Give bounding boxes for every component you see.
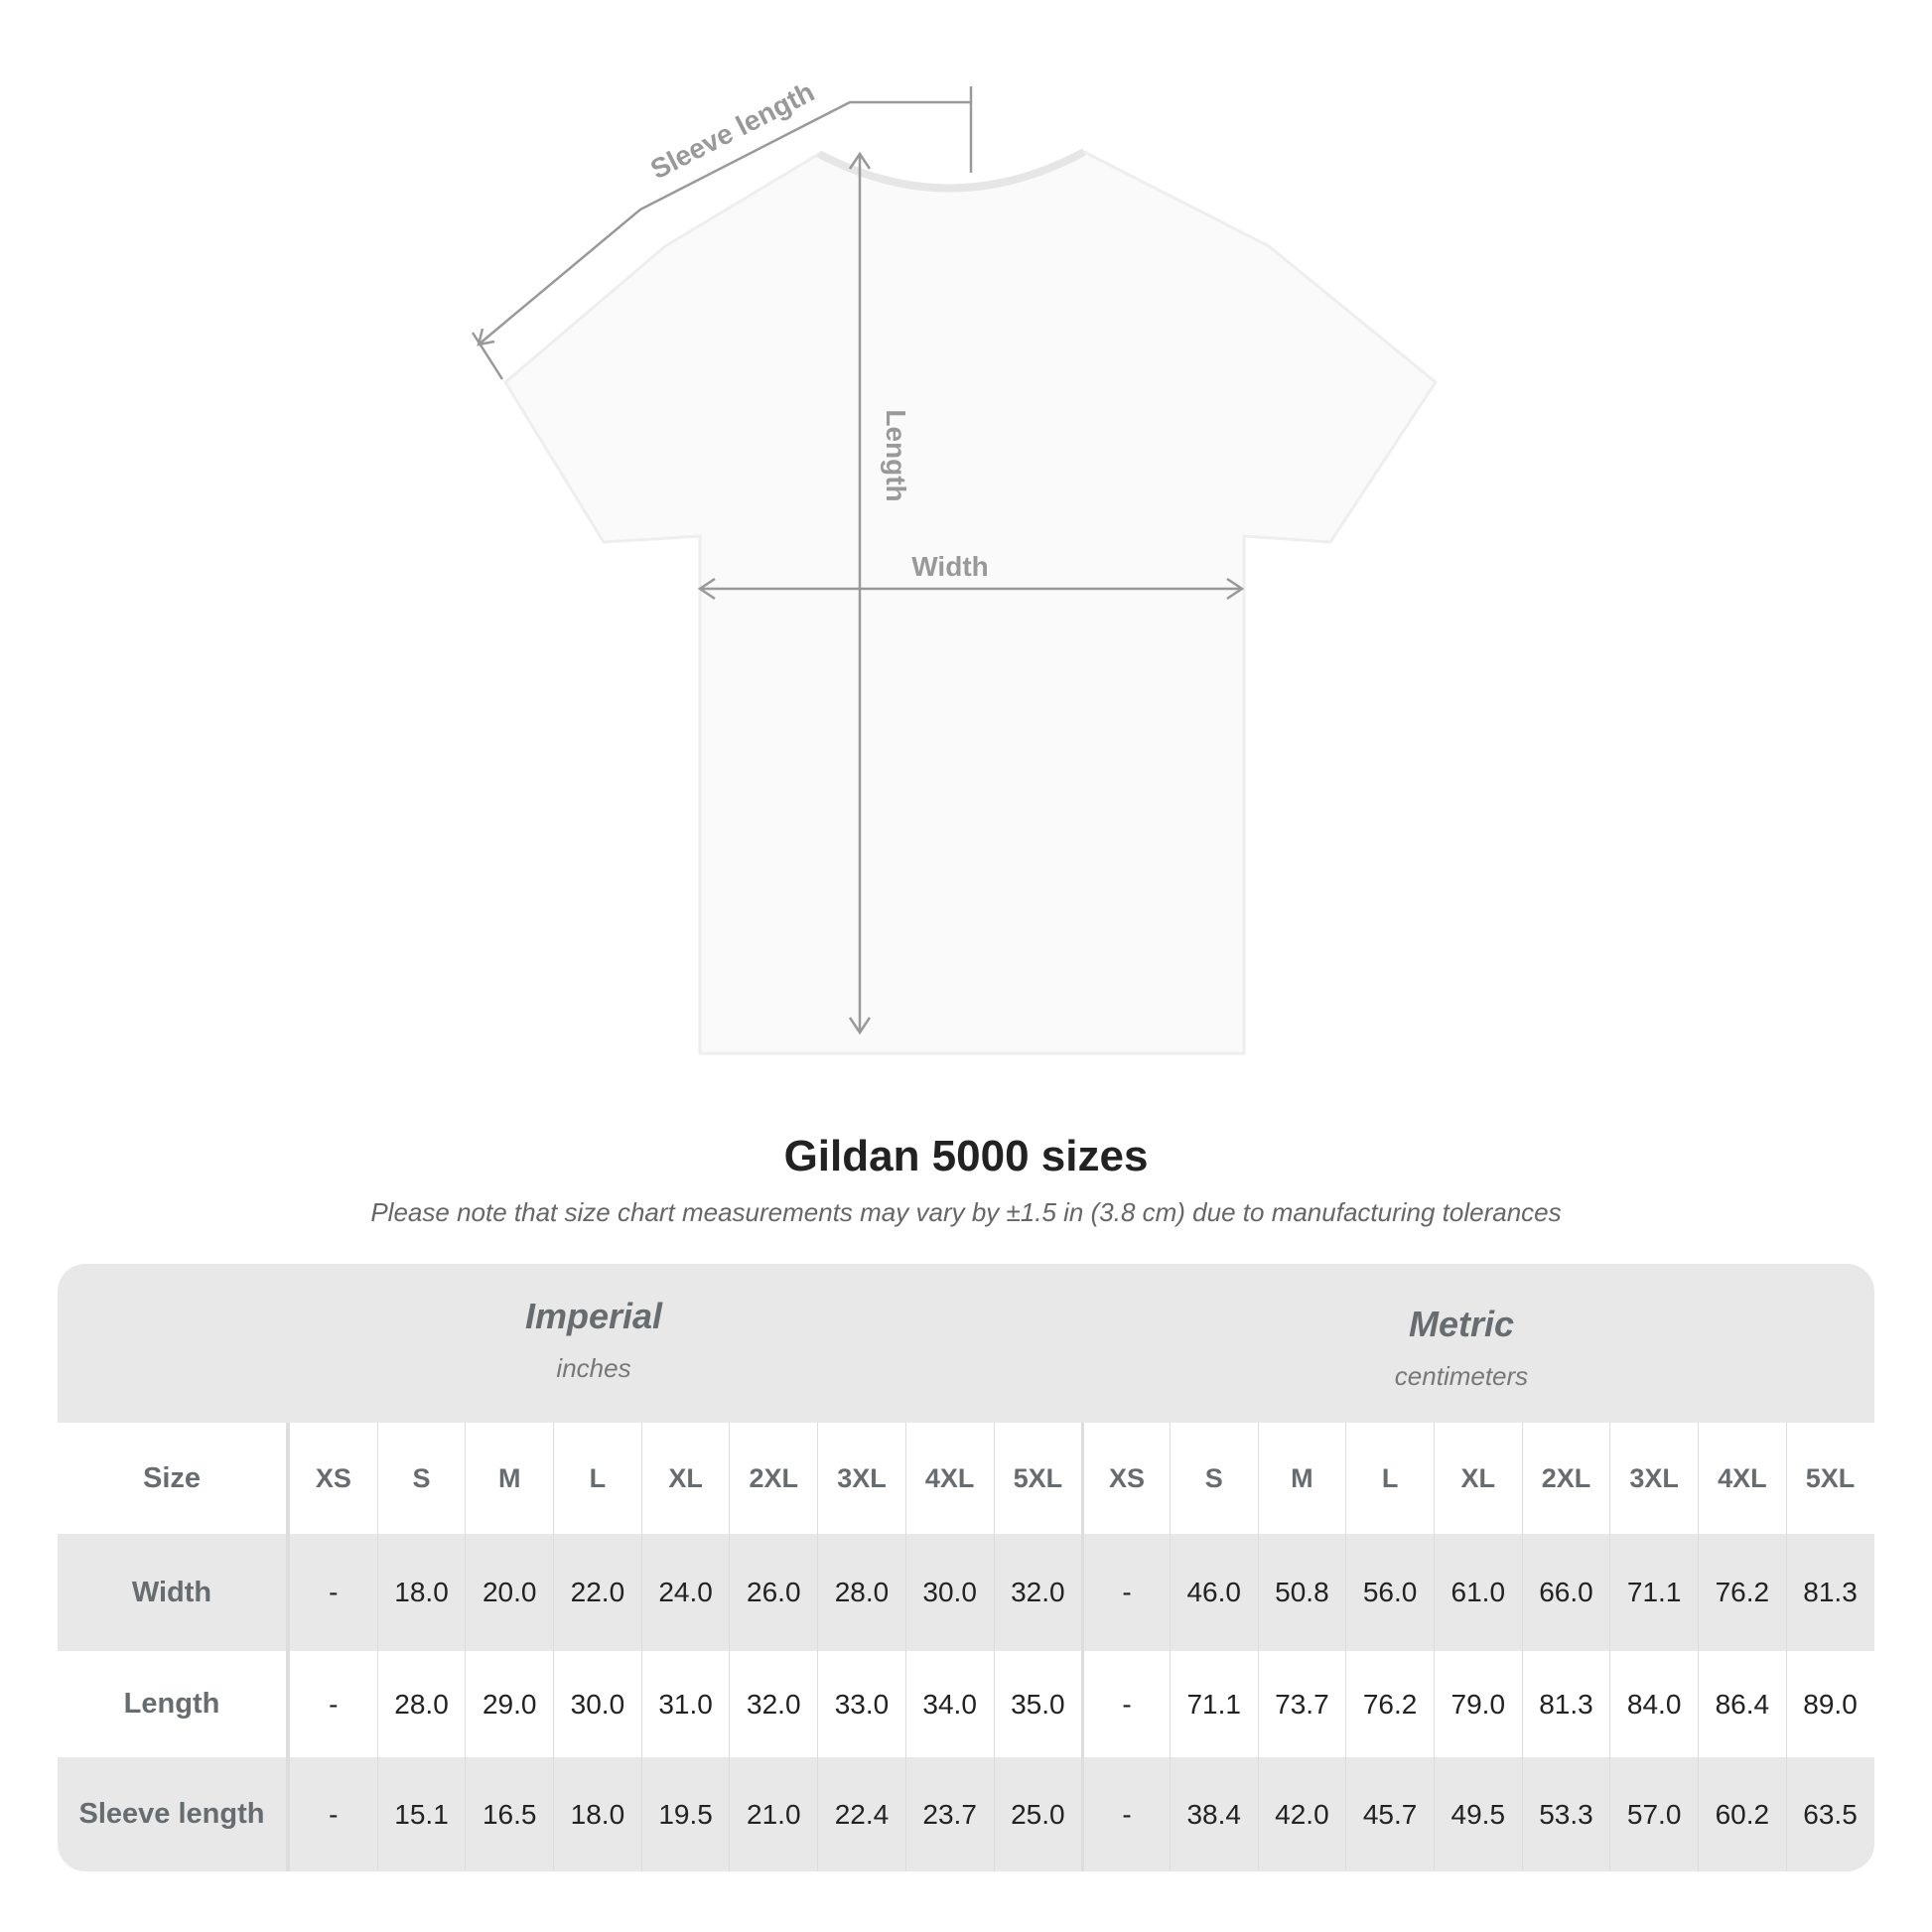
imperial-title: Imperial (524, 1296, 663, 1336)
table-row-length: Length -28.0 29.0 30.0 31.0 32.0 33.0 34.0 35.0-… (58, 1651, 1874, 1757)
value-cell-metric: 71.1 (1169, 1651, 1258, 1757)
value-cell-imperial: 28.0 (817, 1534, 905, 1651)
size-header-metric: 5XL (1785, 1423, 1874, 1534)
value-cell-metric: 71.1 (1609, 1534, 1698, 1651)
value-cell-metric: 42.0 (1257, 1757, 1346, 1871)
value-cell-metric: 46.0 (1169, 1534, 1258, 1651)
tolerance-note: Please note that size chart measurements… (370, 1197, 1562, 1227)
page-title: Gildan 5000 sizes (783, 1132, 1149, 1180)
value-cell-metric: 38.4 (1169, 1757, 1258, 1871)
row-label: Width (58, 1534, 289, 1651)
value-cell-imperial: 16.5 (465, 1757, 553, 1871)
value-cell-imperial: 30.0 (553, 1651, 641, 1757)
imperial-header: Imperial inches (345, 1296, 842, 1384)
metric-title: Metric (1408, 1304, 1515, 1344)
row-label: Size (58, 1423, 289, 1534)
value-cell-imperial: - (289, 1651, 377, 1757)
value-cell-imperial: - (289, 1757, 377, 1871)
length-label: Length (881, 409, 911, 501)
size-header-imperial: 5XL (993, 1423, 1082, 1534)
value-cell-metric: 84.0 (1609, 1651, 1698, 1757)
value-cell-metric: 57.0 (1609, 1757, 1698, 1871)
value-cell-metric: 86.4 (1698, 1651, 1786, 1757)
size-header-imperial: 4XL (904, 1423, 994, 1534)
size-header-metric: M (1257, 1423, 1346, 1534)
value-cell-imperial: 23.7 (904, 1757, 994, 1871)
size-header-metric: 3XL (1609, 1423, 1698, 1534)
value-cell-imperial: 22.4 (817, 1757, 905, 1871)
size-header-metric: XS (1081, 1423, 1170, 1534)
value-cell-metric: 81.3 (1521, 1651, 1610, 1757)
value-cell-metric: 73.7 (1257, 1651, 1346, 1757)
metric-header: Metric centimeters (1213, 1304, 1710, 1392)
value-cell-metric: 81.3 (1785, 1534, 1874, 1651)
size-header-metric: XL (1433, 1423, 1522, 1534)
value-cell-imperial: 26.0 (729, 1534, 817, 1651)
value-cell-imperial: 33.0 (817, 1651, 905, 1757)
size-header-metric: 4XL (1698, 1423, 1786, 1534)
width-label: Width (911, 551, 989, 582)
row-label: Sleeve length (58, 1757, 289, 1871)
value-cell-imperial: 20.0 (465, 1534, 553, 1651)
value-cell-metric: 66.0 (1521, 1534, 1610, 1651)
size-header-imperial: XL (640, 1423, 730, 1534)
value-cell-imperial: 25.0 (993, 1757, 1082, 1871)
value-cell-metric: 53.3 (1521, 1757, 1610, 1871)
value-cell-metric: 45.7 (1345, 1757, 1434, 1871)
value-cell-metric: 56.0 (1345, 1534, 1434, 1651)
value-cell-imperial: 19.5 (640, 1757, 730, 1871)
size-header-imperial: XS (289, 1423, 377, 1534)
value-cell-metric: 50.8 (1257, 1534, 1346, 1651)
value-cell-imperial: - (289, 1534, 377, 1651)
value-cell-imperial: 21.0 (729, 1757, 817, 1871)
tshirt-diagram: Sleeve length Length Width (471, 76, 1438, 1055)
value-cell-metric: - (1081, 1651, 1170, 1757)
table-row-width: Width -18.0 20.0 22.0 24.0 26.0 28.0 30.0 32.0-4… (58, 1534, 1874, 1651)
size-header-row: Size XS S M L XL 2XL 3XL 4XL 5XL XS S M L XL 2XL 3XL 4XL 5… (58, 1423, 1874, 1534)
size-header-imperial: 3XL (817, 1423, 905, 1534)
sleeve-length-arrow (478, 100, 971, 345)
value-cell-imperial: 35.0 (993, 1651, 1082, 1757)
value-cell-imperial: 18.0 (553, 1757, 641, 1871)
value-cell-imperial: 32.0 (729, 1651, 817, 1757)
value-cell-metric: 61.0 (1433, 1534, 1522, 1651)
table-row-sleeve-length: Sleeve length -15.1 16.5 18.0 19.5 21.0 22.4 23… (58, 1757, 1874, 1871)
value-cell-imperial: 30.0 (904, 1534, 994, 1651)
value-cell-imperial: 32.0 (993, 1534, 1082, 1651)
value-cell-imperial: 34.0 (904, 1651, 994, 1757)
imperial-unit: inches (556, 1353, 631, 1383)
value-cell-imperial: 28.0 (376, 1651, 466, 1757)
size-table: Imperial inches Metric centimeters Size X… (58, 1264, 1874, 1871)
size-header-imperial: M (465, 1423, 553, 1534)
size-header-metric: L (1345, 1423, 1434, 1534)
value-cell-metric: - (1081, 1534, 1170, 1651)
value-cell-metric: 76.2 (1698, 1534, 1786, 1651)
size-header-metric: S (1169, 1423, 1258, 1534)
value-cell-imperial: 24.0 (640, 1534, 730, 1651)
tshirt-image (503, 150, 1438, 1055)
value-cell-metric: 76.2 (1345, 1651, 1434, 1757)
metric-unit: centimeters (1394, 1361, 1529, 1391)
value-cell-imperial: 31.0 (640, 1651, 730, 1757)
size-header-imperial: S (376, 1423, 466, 1534)
value-cell-imperial: 22.0 (553, 1534, 641, 1651)
size-header-imperial: 2XL (729, 1423, 817, 1534)
value-cell-metric: - (1081, 1757, 1170, 1871)
size-header-metric: 2XL (1521, 1423, 1610, 1534)
value-cell-imperial: 29.0 (465, 1651, 553, 1757)
value-cell-metric: 60.2 (1698, 1757, 1786, 1871)
value-cell-metric: 89.0 (1785, 1651, 1874, 1757)
value-cell-metric: 63.5 (1785, 1757, 1874, 1871)
row-label: Length (58, 1651, 289, 1757)
size-header-imperial: L (553, 1423, 641, 1534)
value-cell-imperial: 15.1 (376, 1757, 466, 1871)
value-cell-imperial: 18.0 (376, 1534, 466, 1651)
units-header: Imperial inches Metric centimeters (58, 1264, 1874, 1423)
value-cell-metric: 79.0 (1433, 1651, 1522, 1757)
value-cell-metric: 49.5 (1433, 1757, 1522, 1871)
